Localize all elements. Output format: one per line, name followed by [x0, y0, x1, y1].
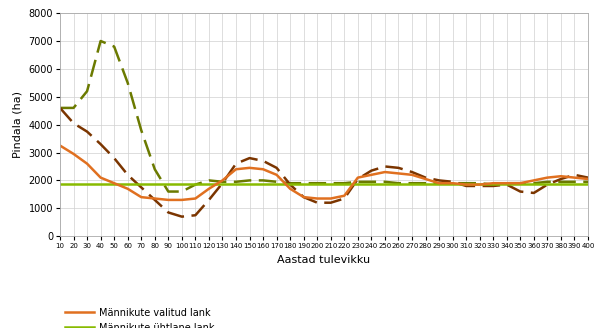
X-axis label: Aastad tulevikku: Aastad tulevikku	[277, 255, 371, 265]
Y-axis label: Pindala (ha): Pindala (ha)	[13, 91, 23, 158]
Legend: Männikute valitud lank, Männikute ühtlane lank, *Männikute küpsuslank valitud la: Männikute valitud lank, Männikute ühtlan…	[65, 308, 358, 328]
